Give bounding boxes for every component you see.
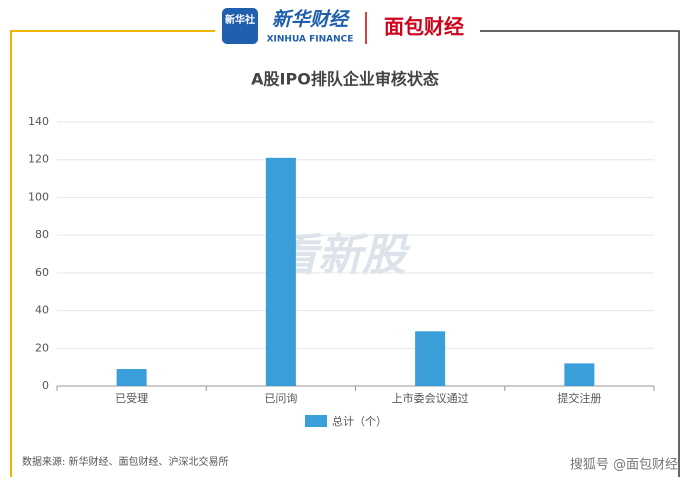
legend-label: 总计（个） (332, 414, 387, 428)
y-tick-label: 0 (42, 379, 49, 392)
partner: 面包财经 (384, 15, 464, 39)
frame-left (10, 30, 215, 477)
bar (116, 369, 147, 386)
y-tick-label: 80 (35, 228, 49, 241)
footer-watermark: 搜狐号 @面包财经 (570, 458, 678, 473)
bar (265, 157, 296, 386)
y-tick-label: 20 (35, 341, 49, 354)
badge-text: 新华社 (225, 13, 255, 26)
legend-swatch (305, 415, 327, 427)
y-tick-label: 100 (28, 190, 49, 203)
bar (564, 363, 595, 386)
y-tick-label: 60 (35, 266, 49, 279)
source-note: 数据来源: 新华财经、面包财经、沪深北交易所 (22, 455, 229, 468)
x-tick-label: 已问询 (264, 392, 297, 405)
bar (415, 331, 446, 386)
badge-logo (222, 8, 258, 44)
chart-title: A股IPO排队企业审核状态 (251, 70, 439, 89)
y-tick-label: 40 (35, 304, 49, 317)
brand-en: XINHUA FINANCE (267, 35, 354, 45)
y-tick-label: 140 (28, 115, 49, 128)
frame-right (480, 30, 680, 477)
brand: 新华财经 (272, 9, 351, 31)
x-tick-label: 提交注册 (557, 391, 601, 405)
y-tick-label: 120 (28, 153, 49, 166)
x-tick-label: 已受理 (115, 392, 148, 405)
x-tick-label: 上市委会议通过 (392, 391, 469, 405)
